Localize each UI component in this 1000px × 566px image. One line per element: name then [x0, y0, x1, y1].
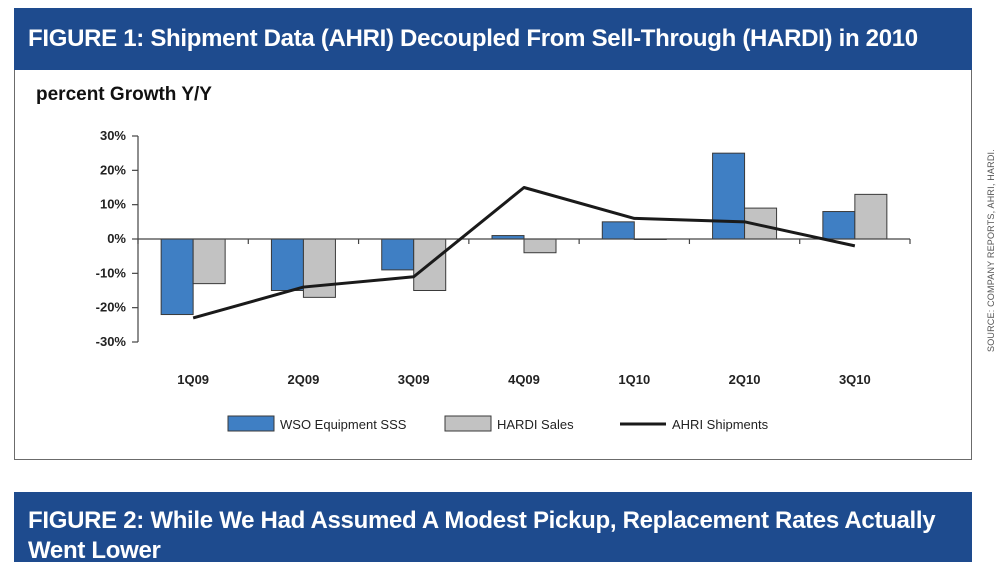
line-ahri-shipments: [192, 186, 856, 320]
y-tick-label: 20%: [100, 162, 126, 177]
x-tick-label: 1Q09: [177, 372, 209, 387]
chart-title: percent Growth Y/Y: [36, 84, 212, 105]
y-tick-label: -10%: [96, 265, 127, 280]
bar-wso-3q09: [381, 238, 415, 271]
x-tick-label: 2Q09: [288, 372, 320, 387]
bar-wso-3q10: [822, 211, 856, 240]
bar-hardi-2q10: [744, 207, 778, 240]
x-tick-label: 4Q09: [508, 372, 540, 387]
legend-label-ahri: AHRI Shipments: [672, 417, 769, 432]
bar-wso-1q10: [601, 221, 635, 240]
bar-wso-2q09: [270, 238, 304, 291]
bar-wso-1q09: [160, 238, 194, 316]
legend-swatch-hardi: [444, 415, 492, 432]
bar-hardi-3q10: [854, 193, 888, 240]
x-tick-label: 1Q10: [618, 372, 650, 387]
axes-group: [132, 135, 911, 343]
y-tick-label: -30%: [96, 334, 127, 349]
x-tick-label: 3Q09: [398, 372, 430, 387]
bar-hardi-1q09: [192, 238, 226, 285]
figure-2-header: FIGURE 2: While We Had Assumed A Modest …: [14, 492, 972, 564]
legend-label-hardi: HARDI Sales: [497, 417, 574, 432]
y-labels-group: 30% 20% 10% 0% -10% -20% -30%: [96, 128, 127, 349]
line-group: [192, 186, 856, 320]
x-labels-group: 1Q09 2Q09 3Q09 4Q09 1Q10 2Q10 3Q10: [177, 372, 871, 387]
bar-wso-2q10: [712, 152, 746, 240]
legend-group: WSO Equipment SSS HARDI Sales AHRI Shipmen…: [227, 415, 769, 432]
bar-hardi-2q09: [302, 238, 336, 298]
legend-label-wso: WSO Equipment SSS: [280, 417, 407, 432]
bar-hardi-4q09: [523, 238, 557, 254]
y-tick-label: 10%: [100, 197, 126, 212]
y-tick-label: 30%: [100, 128, 126, 143]
y-tick-label: 0%: [107, 231, 126, 246]
x-tick-label: 2Q10: [729, 372, 761, 387]
figure-1-header: FIGURE 1: Shipment Data (AHRI) Decoupled…: [14, 8, 972, 70]
y-tick-label: -20%: [96, 300, 127, 315]
legend-swatch-wso: [227, 415, 275, 432]
x-tick-label: 3Q10: [839, 372, 871, 387]
bars-group: [160, 152, 888, 316]
